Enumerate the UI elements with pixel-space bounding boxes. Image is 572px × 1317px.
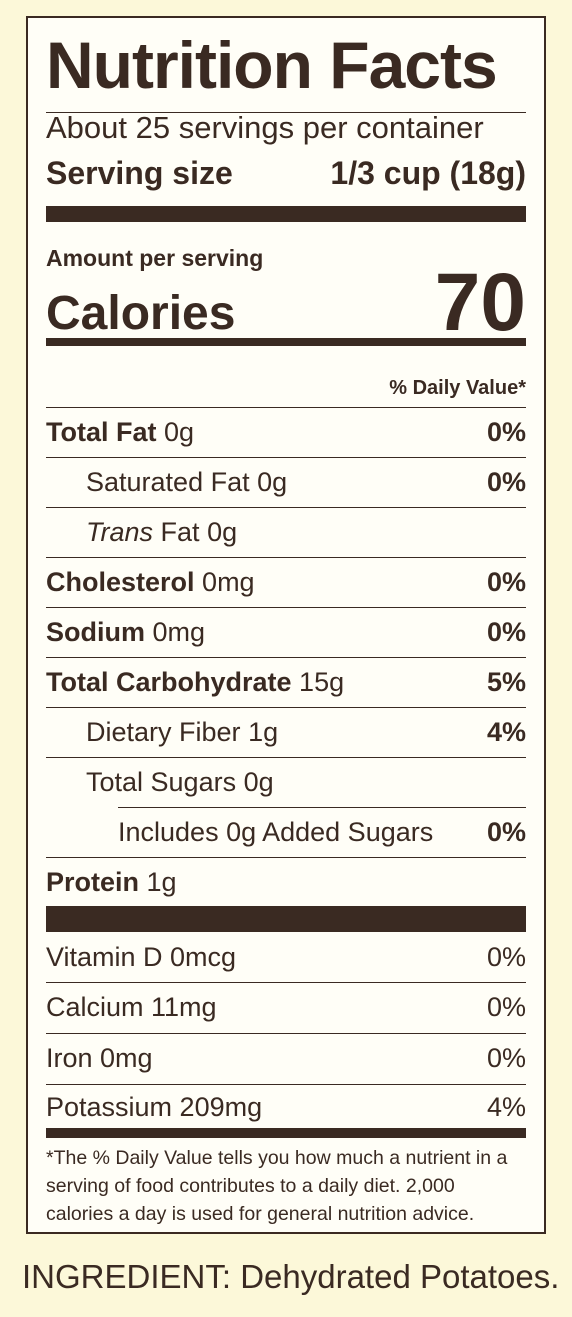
vitamin-label: Potassium 209mg xyxy=(46,1091,263,1122)
serving-size-value: 1/3 cup (18g) xyxy=(330,155,526,191)
vitamin-label: Calcium 11mg xyxy=(46,991,217,1022)
divider xyxy=(46,657,526,658)
nutrient-label: Total Sugars 0g xyxy=(86,766,274,797)
divider xyxy=(46,757,526,758)
divider xyxy=(46,607,526,608)
vitamin-label: Iron 0mg xyxy=(46,1042,153,1073)
vitamin-dv: 0% xyxy=(486,941,526,972)
panel-title: Nutrition Facts xyxy=(46,28,498,102)
nutrient-dv: 0% xyxy=(486,466,526,497)
daily-value-footnote: *The % Daily Value tells you how much a … xyxy=(46,1147,508,1225)
vitamin-dv: 0% xyxy=(486,1042,526,1073)
thick-divider xyxy=(46,206,526,222)
nutrient-row-added-sugars: Includes 0g Added Sugars 0% xyxy=(46,807,526,857)
nutrient-row-trans-fat: Trans Fat 0g xyxy=(46,507,526,557)
divider xyxy=(46,857,526,858)
nutrient-dv: 0% xyxy=(486,566,526,597)
servings-per-container: About 25 servings per container xyxy=(46,110,484,145)
divider xyxy=(46,457,526,458)
nutrient-label: Total Carbohydrate 15g xyxy=(46,666,345,697)
nutrition-facts-panel: Nutrition Facts About 25 servings per co… xyxy=(26,16,546,1234)
nutrient-label: Includes 0g Added Sugars xyxy=(118,816,434,847)
nutrient-dv: 0% xyxy=(486,616,526,647)
nutrient-dv: 4% xyxy=(486,716,526,747)
vitamin-row-potassium: Potassium 209mg 4% xyxy=(46,1082,526,1132)
nutrient-row-dietary-fiber: Dietary Fiber 1g 4% xyxy=(46,707,526,757)
divider xyxy=(46,982,526,983)
nutrient-label: Sodium 0mg xyxy=(46,616,206,647)
serving-size-row: Serving size 1/3 cup (18g) xyxy=(46,157,526,189)
amount-per-serving: Amount per serving xyxy=(46,245,264,271)
nutrient-row-total-sugars: Total Sugars 0g xyxy=(46,757,526,807)
nutrient-label: Cholesterol 0mg xyxy=(46,566,255,597)
divider xyxy=(46,1033,526,1034)
nutrient-label: Protein 1g xyxy=(46,866,177,897)
nutrient-dv: 0% xyxy=(486,816,526,847)
ingredients-statement: INGREDIENT: Dehydrated Potatoes. xyxy=(22,1258,560,1295)
divider xyxy=(46,557,526,558)
divider xyxy=(46,1084,526,1085)
nutrient-dv: 0% xyxy=(486,416,526,447)
medium-divider xyxy=(46,1128,526,1138)
vitamin-row-calcium: Calcium 11mg 0% xyxy=(46,982,526,1032)
calories-value: 70 xyxy=(434,257,526,348)
divider xyxy=(46,112,526,113)
daily-value-header: % Daily Value* xyxy=(389,377,526,399)
nutrient-label: Dietary Fiber 1g xyxy=(86,716,279,747)
nutrient-row-total-fat: Total Fat 0g 0% xyxy=(46,407,526,457)
divider xyxy=(46,507,526,508)
nutrient-label: Saturated Fat 0g xyxy=(86,466,288,497)
nutrient-row-total-carbohydrate: Total Carbohydrate 15g 5% xyxy=(46,657,526,707)
medium-divider xyxy=(46,338,526,346)
nutrient-row-protein: Protein 1g xyxy=(46,857,526,907)
divider xyxy=(118,807,526,808)
nutrient-row-sodium: Sodium 0mg 0% xyxy=(46,607,526,657)
calories-label: Calories xyxy=(46,287,236,340)
vitamin-dv: 0% xyxy=(486,991,526,1022)
vitamin-dv: 4% xyxy=(486,1091,526,1122)
nutrient-dv: 5% xyxy=(486,666,526,697)
serving-size-label: Serving size xyxy=(46,155,233,191)
vitamin-label: Vitamin D 0mcg xyxy=(46,941,237,972)
divider xyxy=(46,707,526,708)
thick-divider xyxy=(46,906,526,932)
nutrient-row-saturated-fat: Saturated Fat 0g 0% xyxy=(46,457,526,507)
nutrient-row-cholesterol: Cholesterol 0mg 0% xyxy=(46,557,526,607)
divider xyxy=(46,407,526,408)
vitamin-row-vitamin-d: Vitamin D 0mcg 0% xyxy=(46,932,526,982)
nutrient-label: Trans Fat 0g xyxy=(86,516,238,547)
nutrient-label: Total Fat 0g xyxy=(46,416,195,447)
vitamin-row-iron: Iron 0mg 0% xyxy=(46,1033,526,1083)
